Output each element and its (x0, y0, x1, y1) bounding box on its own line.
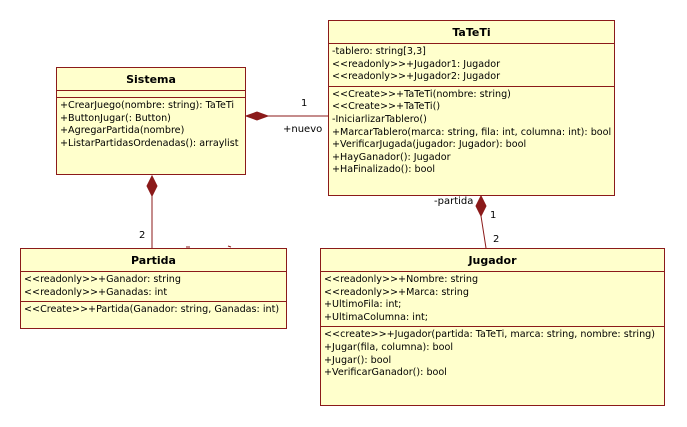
operation: +VerificarJugada(jugador: Jugador): bool (332, 139, 527, 151)
operations-section-tateti: <<Create>>+TaTeTi(nombre: string) <<Crea… (329, 85, 614, 179)
multiplicity-label-jugador-end: 2 (493, 234, 500, 245)
role-label-partida: -partida (434, 196, 474, 207)
operation: +VerificarGanador(): bool (324, 367, 447, 379)
operation: +HayGanador(): Jugador (332, 151, 451, 163)
multiplicity-label-sistema-tateti: 1 (301, 98, 308, 109)
operation: +ListarPartidasOrdenadas(): arraylist (60, 137, 239, 149)
composition-diamond-sistema-partida (146, 174, 158, 198)
operation: +AgregarPartida(nombre) (60, 125, 185, 137)
operation: +CrearJuego(nombre: string): TaTeTi (60, 100, 235, 111)
operation: -IniciarlizarTablero() (332, 113, 427, 125)
attribute: <<readonly>>+Nombre: string (324, 274, 479, 285)
composition-diamond-sistema-tateti (244, 111, 270, 121)
operation: +ButtonJugar(: Button) (60, 112, 171, 124)
operation: <<Create>>+TaTeTi(nombre: string) (332, 88, 511, 100)
operation: <<Create>>+Partida(Ganador: string, Gana… (24, 304, 280, 316)
operation: <<create>>+Jugador(partida: TaTeTi, marc… (324, 329, 655, 341)
attribute: <<readonly>>+Ganadas: int (24, 286, 168, 298)
class-name-tateti: TaTeTi (329, 21, 614, 44)
attribute: <<readonly>>+Jugador1: Jugador (332, 58, 501, 70)
operation: <<Create>>+TaTeTi() (332, 101, 441, 113)
attributes-section-jugador: <<readonly>>+Nombre: string <<readonly>>… (321, 272, 664, 326)
role-label-nuevo: +nuevo (283, 124, 323, 135)
operations-section-partida: <<Create>>+Partida(Ganador: string, Gana… (21, 301, 286, 319)
class-name-jugador: Jugador (321, 249, 664, 272)
operations-section-jugador: <<create>>+Jugador(partida: TaTeTi, marc… (321, 326, 664, 381)
attribute: +UltimoFila: int; (324, 299, 402, 311)
attribute: <<readonly>>+Ganador: string (24, 274, 181, 285)
operation: +HaFinalizado(): bool (332, 164, 436, 176)
attributes-section-partida: <<readonly>>+Ganador: string <<readonly>… (21, 272, 286, 301)
attribute: -tablero: string[3,3] (332, 46, 426, 57)
attribute: +UltimaColumna: int; (324, 311, 429, 323)
multiplicity-label-tateti-end: 1 (490, 210, 497, 221)
operations-section-sistema: +CrearJuego(nombre: string): TaTeTi +But… (57, 97, 245, 152)
class-box-jugador[interactable]: Jugador <<readonly>>+Nombre: string <<re… (320, 248, 665, 406)
class-box-partida[interactable]: Partida <<readonly>>+Ganador: string <<r… (20, 248, 287, 329)
attributes-section-tateti: -tablero: string[3,3] <<readonly>>+Jugad… (329, 44, 614, 86)
operation: +Jugar(fila, columna): bool (324, 341, 454, 353)
attribute: <<readonly>>+Jugador2: Jugador (332, 71, 501, 83)
operation: +Jugar(): bool (324, 354, 392, 366)
association-line-tateti-jugador (480, 215, 487, 249)
multiplicity-label-sistema-partida: 2 (139, 230, 146, 241)
class-box-sistema[interactable]: Sistema +CrearJuego(nombre: string): TaT… (56, 67, 246, 175)
attribute: <<readonly>>+Marca: string (324, 286, 469, 298)
stray-tick (227, 245, 232, 248)
class-box-tateti[interactable]: TaTeTi -tablero: string[3,3] <<readonly>… (328, 20, 615, 196)
class-name-partida: Partida (21, 249, 286, 272)
operation: +MarcarTablero(marca: string, fila: int,… (332, 126, 612, 138)
class-name-sistema: Sistema (57, 68, 245, 91)
composition-diamond-tateti-jugador (475, 194, 487, 218)
